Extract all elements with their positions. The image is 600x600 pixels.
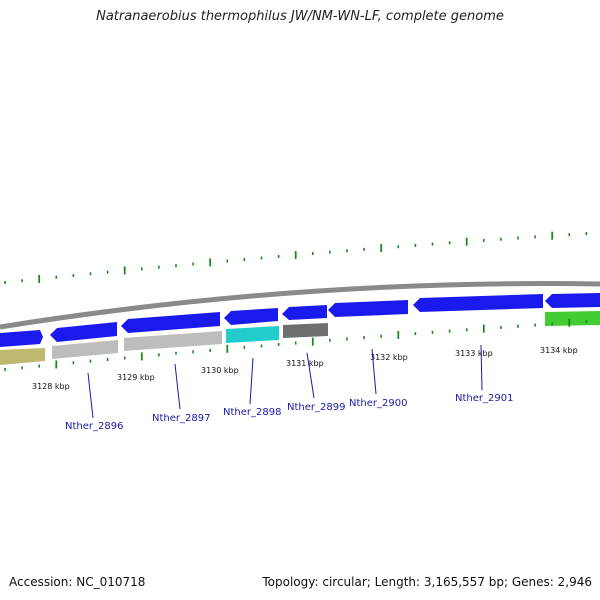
kbp-label: 3128 kbp [32, 382, 70, 391]
feature-block-gray[interactable] [52, 340, 118, 359]
feature-block-gray[interactable] [124, 331, 222, 351]
kbp-label: 3134 kbp [540, 346, 578, 355]
feature-block-cyan[interactable] [226, 326, 279, 343]
outer-tick-track [4, 231, 588, 284]
callout-line [174, 363, 181, 410]
callout-line [371, 348, 377, 395]
inner-tick-track [4, 318, 588, 372]
callout-line [480, 344, 483, 391]
feature-block-dark[interactable] [283, 323, 328, 338]
kbp-label: 3131 kbp [286, 359, 324, 368]
gene-label-nther-2898[interactable]: Nther_2898 [223, 407, 281, 418]
gene-arrow-forward[interactable] [282, 305, 327, 320]
genome-summary-text: Topology: circular; Length: 3,165,557 bp… [262, 575, 592, 589]
gene-arrow-forward[interactable] [413, 294, 543, 312]
callout-line [87, 372, 94, 419]
gene-arrow-forward[interactable] [545, 293, 600, 308]
gene-label-nther-2900[interactable]: Nther_2900 [349, 398, 407, 409]
feature-block-green[interactable] [545, 311, 600, 326]
kbp-label: 3132 kbp [370, 353, 408, 362]
gene-arrow-forward[interactable] [50, 322, 117, 342]
gene-arrow-forward[interactable] [328, 300, 408, 317]
kbp-label: 3130 kbp [201, 366, 239, 375]
kbp-labels: 3128 kbp 3129 kbp 3130 kbp 3131 kbp 3132… [32, 346, 578, 391]
gene-label-nther-2901[interactable]: Nther_2901 [455, 393, 513, 404]
gene-callout-lines [87, 344, 483, 419]
kbp-label: 3129 kbp [117, 373, 155, 382]
kbp-label: 3133 kbp [455, 349, 493, 358]
forward-strand-track [0, 293, 600, 347]
callout-line [249, 357, 254, 405]
accession-text: Accession: NC_010718 [9, 575, 146, 589]
gene-label-nther-2896[interactable]: Nther_2896 [65, 421, 123, 432]
gene-arrow-forward[interactable] [224, 308, 278, 325]
gene-label-nther-2897[interactable]: Nther_2897 [152, 413, 210, 424]
gene-arrow-forward[interactable] [0, 330, 43, 347]
map-title: Natranaerobius thermophilus JW/NM-WN-LF,… [96, 9, 504, 24]
gene-labels: Nther_2896 Nther_2897 Nther_2898 Nther_2… [65, 393, 513, 432]
callout-line [306, 352, 315, 399]
feature-block-olive[interactable] [0, 348, 45, 365]
gene-label-nther-2899[interactable]: Nther_2899 [287, 402, 345, 413]
gene-arrow-forward[interactable] [121, 312, 220, 333]
genome-backbone [0, 281, 600, 330]
